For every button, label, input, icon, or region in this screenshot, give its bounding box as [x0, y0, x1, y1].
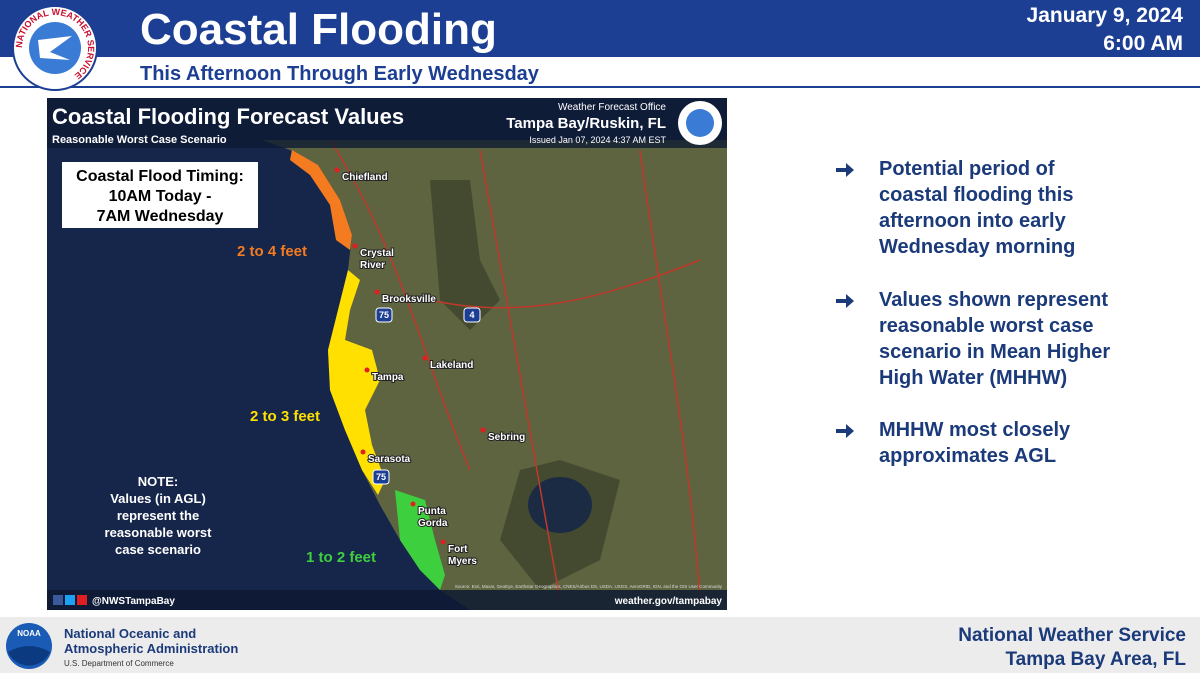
timing: 7AM Wednesday — [97, 208, 224, 225]
timing-box — [62, 162, 258, 228]
agency: Atmospheric Administration — [64, 641, 238, 656]
footer-band — [0, 617, 1200, 673]
city-label: Crystal — [360, 248, 394, 259]
bullet-arrow — [836, 294, 854, 308]
city-label: Myers — [448, 556, 477, 567]
timing: 10AM Today - — [109, 188, 212, 205]
bullet-arrow — [836, 424, 854, 438]
zone-label: 2 to 3 feet — [250, 408, 320, 425]
shield-label: 4 — [469, 310, 474, 320]
city-label: Fort — [448, 544, 468, 555]
note: case scenario — [115, 542, 201, 557]
map-subtitle: Reasonable Worst Case Scenario — [52, 134, 227, 146]
city-label: River — [360, 260, 385, 271]
map-title: Coastal Flooding Forecast Values — [52, 104, 404, 129]
city-label: Lakeland — [430, 360, 473, 371]
timing: Coastal Flood Timing: — [76, 168, 244, 185]
website: weather.gov/tampabay — [614, 596, 723, 607]
bullet-text: Wednesday morning — [879, 236, 1075, 258]
bullet-text: MHHW most closely — [879, 419, 1071, 441]
bullet-text: scenario in Mean Higher — [879, 341, 1110, 363]
department: U.S. Department of Commerce — [64, 659, 174, 668]
bullet-text: Potential period of — [879, 158, 1055, 180]
noaa-logo-text: NOAA — [17, 629, 41, 638]
header-rule — [0, 86, 1200, 88]
city-label: Tampa — [372, 372, 404, 383]
title: Coastal Flooding — [140, 5, 497, 54]
attribution: Source: Esri, Maxar, GeoEye, Earthstar G… — [455, 584, 723, 589]
agency: National Oceanic and — [64, 626, 196, 641]
city-dot — [334, 167, 340, 173]
map-office-name: Tampa Bay/Ruskin, FL — [506, 115, 666, 132]
note: represent the — [117, 508, 199, 523]
city-label: Gorda — [418, 518, 448, 529]
zone-label: 2 to 4 feet — [237, 243, 307, 260]
bullet-text: High Water (MHHW) — [879, 367, 1067, 389]
highway-shield — [463, 307, 481, 323]
bullet-text: Values shown represent — [879, 289, 1108, 311]
social-icon — [65, 595, 75, 605]
nws-logo-mark — [38, 36, 72, 60]
bullet-text: afternoon into early — [879, 210, 1067, 232]
shield-label: 75 — [376, 472, 386, 482]
time: 6:00 AM — [1103, 32, 1183, 55]
highway-shield — [372, 469, 390, 485]
map — [47, 98, 727, 610]
zone-orange — [290, 150, 352, 250]
roads — [329, 139, 701, 601]
map-issued: Issued Jan 07, 2024 4:37 AM EST — [529, 135, 666, 145]
city-dot — [364, 367, 370, 373]
social: @NWSTampaBay — [92, 596, 175, 607]
footer-office: National Weather Service — [958, 625, 1186, 646]
city-dot — [480, 427, 486, 433]
map-logo-inner — [686, 109, 714, 137]
city-label: Brooksville — [382, 294, 436, 305]
bullet-text: coastal flooding this — [879, 184, 1073, 206]
city-label: Punta — [418, 506, 446, 517]
date: January 9, 2024 — [1027, 4, 1184, 27]
city-dot — [440, 539, 446, 545]
social-icon — [53, 595, 63, 605]
noaa-logo-wave — [8, 646, 50, 666]
city-label: Sarasota — [368, 454, 411, 465]
zone-label: 1 to 2 feet — [306, 549, 376, 566]
note: NOTE: — [138, 474, 178, 489]
bullet-text: reasonable worst case — [879, 315, 1094, 337]
map-footer — [47, 590, 727, 610]
city-label: Sebring — [488, 432, 525, 443]
city-dot — [422, 355, 428, 361]
shield-label: 75 — [379, 310, 389, 320]
city-dot — [374, 289, 380, 295]
bullet-arrow — [836, 163, 854, 177]
note: reasonable worst — [105, 525, 213, 540]
zone-green — [395, 490, 445, 590]
social-icon — [77, 595, 87, 605]
highway-shield — [375, 307, 393, 323]
city-dot — [352, 243, 358, 249]
lake-okeechobee — [528, 477, 592, 533]
subtitle: This Afternoon Through Early Wednesday — [140, 63, 540, 85]
map-header — [47, 98, 727, 148]
city-label: Chiefland — [342, 172, 388, 183]
city-dot — [410, 501, 416, 507]
footer-office: Tampa Bay Area, FL — [1005, 649, 1186, 670]
header-band — [0, 0, 1200, 57]
bullet-text: approximates AGL — [879, 445, 1056, 467]
map-office: Weather Forecast Office — [558, 102, 666, 113]
city-dot — [360, 449, 366, 455]
note: Values (in AGL) — [110, 491, 206, 506]
zone-yellow — [328, 270, 385, 495]
